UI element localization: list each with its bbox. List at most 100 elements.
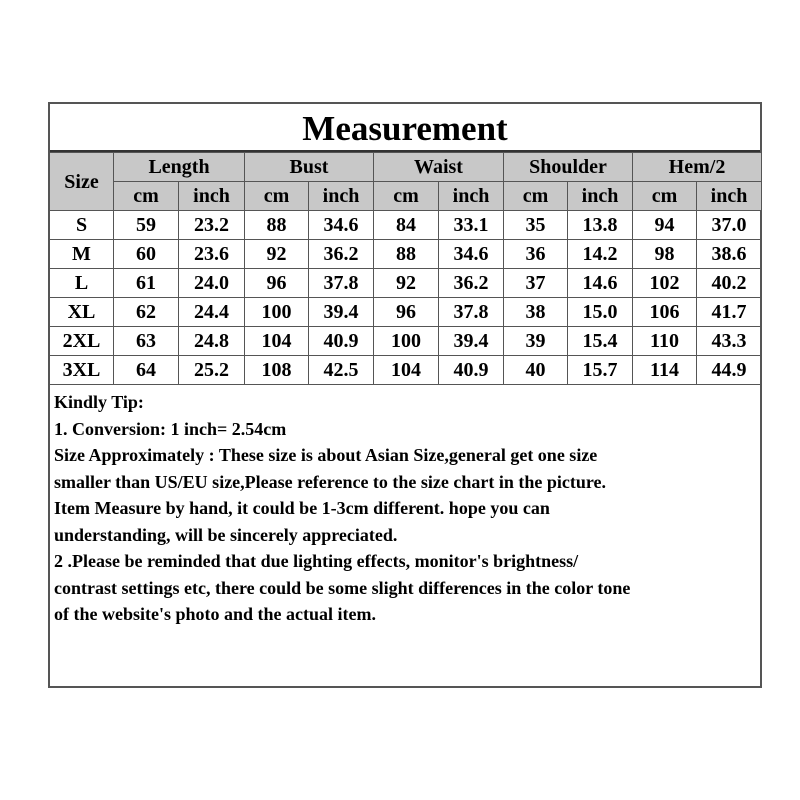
- value-cell: 100: [244, 297, 309, 327]
- unit-header: inch: [178, 181, 245, 211]
- group-header: Bust: [244, 152, 374, 182]
- tip-line: 2 .Please be reminded that due lighting …: [54, 551, 579, 571]
- value-cell: 40.9: [438, 355, 504, 385]
- size-cell: 3XL: [49, 355, 114, 385]
- value-cell: 36: [503, 239, 568, 269]
- value-cell: 59: [113, 210, 179, 240]
- unit-header: cm: [244, 181, 309, 211]
- value-cell: 88: [244, 210, 309, 240]
- value-cell: 15.4: [567, 326, 633, 356]
- value-cell: 63: [113, 326, 179, 356]
- value-cell: 15.7: [567, 355, 633, 385]
- value-cell: 60: [113, 239, 179, 269]
- unit-row: cm inch cm inch cm inch cm inch cm inch: [50, 181, 762, 211]
- value-cell: 96: [244, 268, 309, 298]
- value-cell: 41.7: [696, 297, 762, 327]
- tip-line: contrast settings etc, there could be so…: [54, 577, 631, 598]
- value-cell: 40: [503, 355, 568, 385]
- value-cell: 110: [632, 326, 697, 356]
- value-cell: 25.2: [178, 355, 245, 385]
- value-cell: 39.4: [438, 326, 504, 356]
- size-header: Size: [49, 152, 114, 211]
- value-cell: 15.0: [567, 297, 633, 327]
- value-cell: 36.2: [308, 239, 374, 269]
- tip-line: smaller than US/EU size,Please reference…: [54, 471, 607, 492]
- unit-header: inch: [438, 181, 504, 211]
- value-cell: 37: [503, 268, 568, 298]
- value-cell: 40.2: [696, 268, 762, 298]
- value-cell: 33.1: [438, 210, 504, 240]
- value-cell: 14.2: [567, 239, 633, 269]
- size-cell: XL: [49, 297, 114, 327]
- group-header: Hem/2: [632, 152, 762, 182]
- value-cell: 64: [113, 355, 179, 385]
- value-cell: 38.6: [696, 239, 762, 269]
- value-cell: 24.4: [178, 297, 245, 327]
- value-cell: 36.2: [438, 268, 504, 298]
- tip-line: 1. Conversion: 1 inch= 2.54cm: [54, 418, 287, 439]
- size-cell: M: [49, 239, 114, 269]
- tip-line: understanding, will be sincerely appreci…: [54, 524, 398, 545]
- value-cell: 102: [632, 268, 697, 298]
- unit-header: inch: [567, 181, 633, 211]
- unit-header: cm: [632, 181, 697, 211]
- size-cell: S: [49, 210, 114, 240]
- unit-header: inch: [696, 181, 762, 211]
- group-header: Length: [113, 152, 245, 182]
- table-row: S 59 23.2 88 34.6 84 33.1 35 13.8 94 37.0: [49, 210, 762, 240]
- value-cell: 37.8: [438, 297, 504, 327]
- value-cell: 104: [244, 326, 309, 356]
- value-cell: 24.8: [178, 326, 245, 356]
- value-cell: 35: [503, 210, 568, 240]
- value-cell: 37.0: [696, 210, 762, 240]
- value-cell: 34.6: [308, 210, 374, 240]
- value-cell: 43.3: [696, 326, 762, 356]
- tip-line: Item Measure by hand, it could be 1-3cm …: [54, 498, 550, 518]
- value-cell: 88: [373, 239, 439, 269]
- value-cell: 13.8: [567, 210, 633, 240]
- value-cell: 23.6: [178, 239, 245, 269]
- value-cell: 37.8: [308, 268, 374, 298]
- group-header: Shoulder: [503, 152, 633, 182]
- value-cell: 42.5: [308, 355, 374, 385]
- value-cell: 106: [632, 297, 697, 327]
- value-cell: 40.9: [308, 326, 374, 356]
- value-cell: 39.4: [308, 297, 374, 327]
- value-cell: 14.6: [567, 268, 633, 298]
- size-chart: Measurement Size Length Bust Waist Shoulder H…: [48, 102, 762, 688]
- size-table: Size Length Bust Waist Shoulder Hem/2 cm inch cm…: [49, 152, 762, 385]
- tip-line: of the website's photo and the actual it…: [54, 604, 376, 624]
- table-row: XL 62 24.4 100 39.4 96 37.8 38 15.0 106 41.7: [49, 297, 762, 327]
- table-row: 2XL 63 24.8 104 40.9 100 39.4 39 15.4 110 43.3: [49, 326, 762, 356]
- table-row: 3XL 64 25.2 108 42.5 104 40.9 40 15.7 114 44.9: [49, 355, 762, 385]
- value-cell: 84: [373, 210, 439, 240]
- value-cell: 24.0: [178, 268, 245, 298]
- unit-header: cm: [503, 181, 568, 211]
- value-cell: 94: [632, 210, 697, 240]
- size-cell: L: [49, 268, 114, 298]
- unit-header: inch: [308, 181, 374, 211]
- value-cell: 92: [244, 239, 309, 269]
- value-cell: 23.2: [178, 210, 245, 240]
- value-cell: 61: [113, 268, 179, 298]
- value-cell: 108: [244, 355, 309, 385]
- value-cell: 38: [503, 297, 568, 327]
- value-cell: 34.6: [438, 239, 504, 269]
- group-header: Waist: [373, 152, 504, 182]
- value-cell: 44.9: [696, 355, 762, 385]
- unit-header: cm: [373, 181, 439, 211]
- value-cell: 114: [632, 355, 697, 385]
- unit-header: cm: [113, 181, 179, 211]
- chart-title: Measurement: [50, 104, 760, 152]
- value-cell: 39: [503, 326, 568, 356]
- tip-line: Size Approximately : These size is about…: [54, 445, 598, 465]
- value-cell: 100: [373, 326, 439, 356]
- value-cell: 92: [373, 268, 439, 298]
- value-cell: 96: [373, 297, 439, 327]
- value-cell: 98: [632, 239, 697, 269]
- tip-line: Kindly Tip:: [54, 392, 144, 412]
- table-row: M 60 23.6 92 36.2 88 34.6 36 14.2 98 38.6: [49, 239, 762, 269]
- value-cell: 104: [373, 355, 439, 385]
- tips-section: Kindly Tip: 1. Conversion: 1 inch= 2.54cm…: [50, 385, 760, 632]
- header-row: Size Length Bust Waist Shoulder Hem/2: [49, 152, 762, 211]
